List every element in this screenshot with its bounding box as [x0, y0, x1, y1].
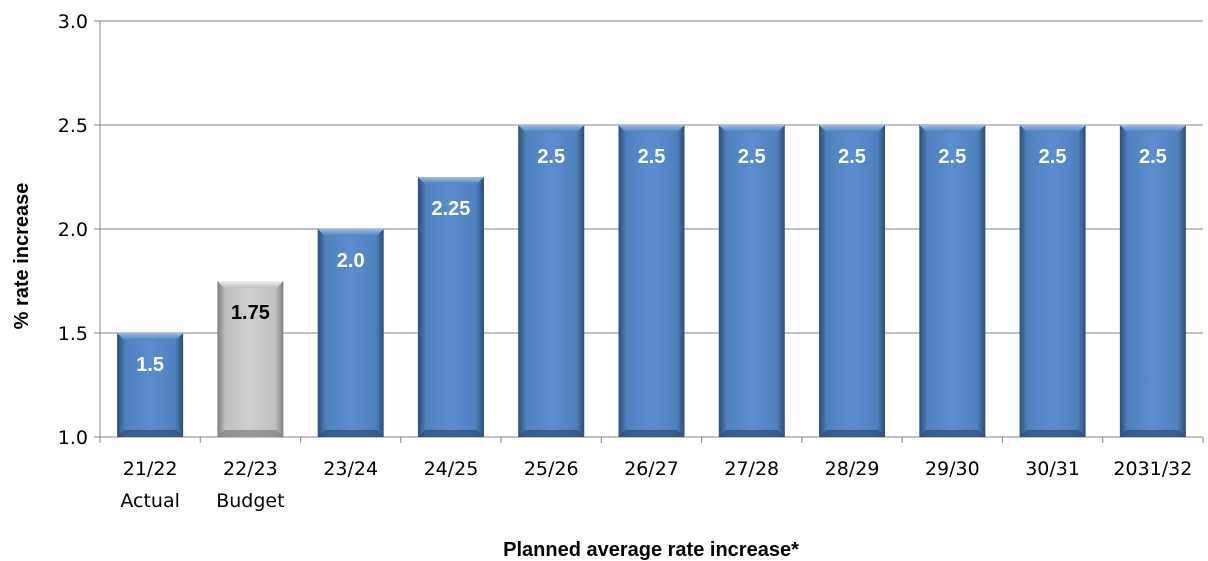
bar-top-bevel [819, 125, 886, 132]
bar-body [919, 125, 986, 437]
bar [718, 125, 785, 437]
bar-bottom-bevel [417, 430, 484, 437]
bar-bottom-bevel [819, 430, 886, 437]
data-label: 2.5 [938, 146, 966, 168]
x-tick-label: 24/25 [424, 458, 479, 480]
bar-body [618, 125, 685, 437]
x-tick-label: 23/24 [323, 458, 378, 480]
data-label: 2.5 [1139, 146, 1167, 168]
bar-body [819, 125, 886, 437]
bar [1119, 125, 1186, 437]
y-tick-label: 2.5 [58, 115, 88, 137]
data-label: 1.75 [231, 302, 270, 324]
data-labels: 1.5 1.75 2.0 2.25 2.5 2.5 2.5 2.5 2.5 2.5 2.5 [136, 146, 1167, 376]
x-axis-title: Planned average rate increase* [503, 539, 799, 561]
bar-top-bevel [919, 125, 986, 132]
x-tick-label: Budget [216, 490, 284, 512]
x-tick-label: 26/27 [624, 458, 679, 480]
bar [117, 333, 184, 437]
bar [417, 177, 484, 437]
x-tick-label: 22/23 [223, 458, 278, 480]
bar [618, 125, 685, 437]
bars [117, 125, 1186, 437]
bar [217, 281, 284, 437]
data-label: 2.0 [337, 250, 365, 272]
bar-top-bevel [518, 125, 585, 132]
x-tick-label: 27/28 [724, 458, 779, 480]
bar-bottom-bevel [1019, 430, 1086, 437]
bar-top-bevel [1019, 125, 1086, 132]
bar-body [1019, 125, 1086, 437]
bar-top-bevel [217, 281, 284, 288]
bar [919, 125, 986, 437]
y-tick-label: 3.0 [58, 11, 88, 33]
data-label: 2.5 [638, 146, 666, 168]
bar-bottom-bevel [1119, 430, 1186, 437]
bar-bottom-bevel [718, 430, 785, 437]
y-axis-title: % rate increase [11, 183, 33, 330]
bar [317, 229, 384, 437]
data-label: 1.5 [136, 354, 164, 376]
bar-body [417, 177, 484, 437]
bar-bottom-bevel [117, 430, 184, 437]
bar [518, 125, 585, 437]
x-tick-label: Actual [120, 490, 180, 512]
data-label: 2.25 [431, 198, 470, 220]
x-tick-labels: 21/22 Actual 22/23 Budget 23/24 24/25 25/26 26/… [120, 458, 1192, 512]
x-tick-label: 21/22 [123, 458, 178, 480]
bar-body [718, 125, 785, 437]
bar-top-bevel [718, 125, 785, 132]
bar-bottom-bevel [618, 430, 685, 437]
data-label: 2.5 [1039, 146, 1067, 168]
x-tick-label: 25/26 [524, 458, 579, 480]
data-label: 2.5 [738, 146, 766, 168]
y-tick-label: 2.0 [58, 219, 88, 241]
x-tick-label: 30/31 [1025, 458, 1080, 480]
bar [819, 125, 886, 437]
bar-bottom-bevel [919, 430, 986, 437]
bar-top-bevel [417, 177, 484, 184]
bar-body [117, 333, 184, 437]
bar-top-bevel [317, 229, 384, 236]
y-tick-labels: 1.0 1.5 2.0 2.5 3.0 [58, 11, 88, 449]
x-tick-label: 2031/32 [1113, 458, 1192, 480]
bar-top-bevel [618, 125, 685, 132]
bar-body [518, 125, 585, 437]
bar-body [1119, 125, 1186, 437]
x-tick-label: 29/30 [925, 458, 980, 480]
x-tick-label: 28/29 [825, 458, 880, 480]
bar-body [217, 281, 284, 437]
bar [1019, 125, 1086, 437]
y-tick-label: 1.5 [58, 323, 88, 345]
data-label: 2.5 [838, 146, 866, 168]
bar-top-bevel [117, 333, 184, 340]
bar-top-bevel [1119, 125, 1186, 132]
data-label: 2.5 [537, 146, 565, 168]
bar-bottom-bevel [317, 430, 384, 437]
bar-bottom-bevel [518, 430, 585, 437]
bar-body [317, 229, 384, 437]
y-tick-label: 1.0 [58, 427, 88, 449]
bar-bottom-bevel [217, 430, 284, 437]
